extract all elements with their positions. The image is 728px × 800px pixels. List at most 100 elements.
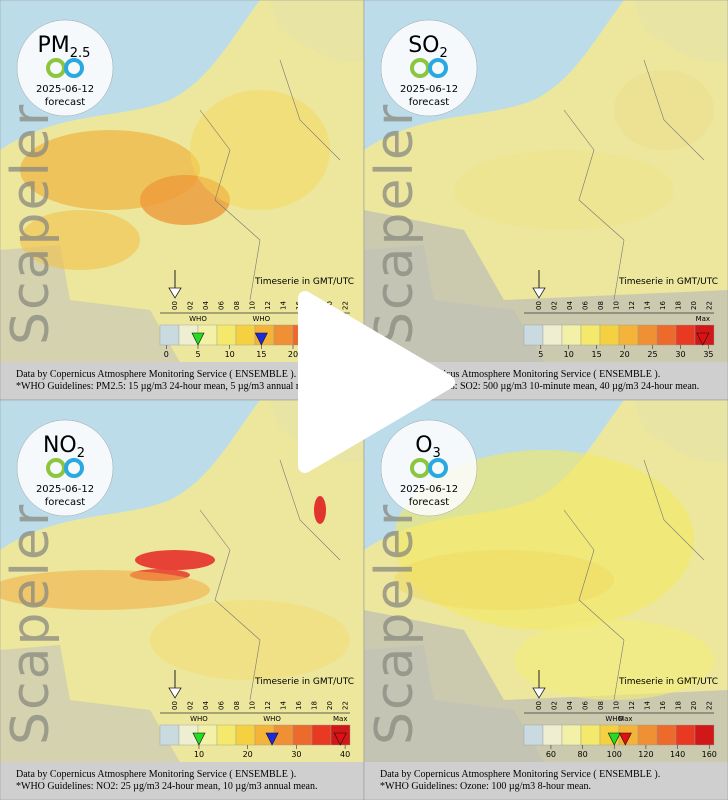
concentration-area [514, 620, 714, 700]
legend-cell [235, 324, 256, 346]
scale-tick-label: 5 [538, 350, 543, 359]
legend-cell [561, 324, 582, 346]
legend-cell [580, 724, 601, 746]
concentration-area [454, 150, 674, 230]
pollutant: SO2 [408, 33, 448, 61]
hour-label: 16 [659, 701, 667, 710]
concentration-area [150, 600, 350, 680]
legend-cell [235, 724, 256, 746]
timeserie-label: Timeserie in GMT/UTC [618, 277, 718, 287]
concentration-area [135, 550, 215, 570]
pollutant-subscript: 2 [440, 46, 448, 61]
pollutant-name: NO [43, 433, 77, 458]
scale-tick-label: 25 [647, 350, 657, 359]
pollutant: PM2.5 [38, 33, 91, 61]
hour-label: 22 [342, 701, 350, 710]
hour-label: 02 [187, 301, 195, 310]
hour-label: 08 [597, 301, 605, 310]
border [199, 59, 341, 301]
logo-ring [64, 58, 84, 78]
hour-label: 18 [675, 701, 683, 710]
footer-line: *WHO Guidelines: SO2: 500 µg/m3 10-minut… [380, 381, 699, 392]
hour-label: 00 [171, 701, 179, 710]
land-north [634, 400, 728, 463]
legend-cell [159, 324, 180, 346]
scale-tick-label: 100 [607, 750, 622, 759]
hour-label: 08 [233, 301, 241, 310]
panel-border [363, 399, 728, 800]
marker [333, 732, 347, 746]
scale-tick-label: 10 [194, 750, 204, 759]
hour-label: 10 [613, 701, 621, 710]
hour-label: 04 [566, 301, 574, 310]
footer-line: Data by Copernicus Atmosphere Monitoring… [380, 769, 660, 780]
legend-cell [159, 724, 180, 746]
hour-label: 02 [187, 701, 195, 710]
brand: Scapeler [1, 103, 61, 345]
scale-tick-label: 80 [577, 750, 587, 759]
hour-label: 14 [644, 701, 652, 710]
timeserie-label: Timeserie in GMT/UTC [254, 677, 354, 687]
legend-cell [523, 324, 544, 346]
border [563, 459, 705, 701]
legend-cell [542, 724, 563, 746]
scale-tick-label: 35 [703, 350, 713, 359]
footer-line: Data by Copernicus Atmosphere Monitoring… [16, 769, 296, 780]
legend-cell [637, 724, 658, 746]
concentration-area [614, 70, 714, 150]
concentration-area [190, 90, 330, 210]
pollutant-name: O [415, 433, 432, 458]
footer-line: *WHO Guidelines: PM2.5: 15 µg/m3 24-hour… [16, 381, 320, 392]
scale-tick-label: 5 [195, 350, 200, 359]
concentration-area [0, 570, 210, 610]
footer-line: Data by Copernicus Atmosphere Monitoring… [16, 369, 296, 380]
marker-label: WHO [605, 715, 623, 723]
date: 2025-06-12 [400, 84, 458, 95]
hour-label: 10 [249, 301, 257, 310]
legend-cell [523, 724, 544, 746]
hour-label: 00 [535, 301, 543, 310]
marker [607, 732, 621, 746]
pollutant: O3 [415, 433, 441, 461]
marker-label: Max [696, 315, 710, 323]
scale-tick-label: 10 [225, 350, 235, 359]
border [199, 459, 341, 701]
legend-cell [273, 324, 294, 346]
hour-label: 02 [551, 301, 559, 310]
pollutant: NO2 [43, 433, 85, 461]
scale-tick-label: 20 [243, 750, 253, 759]
hour-label: 20 [326, 701, 334, 710]
hour-label: 00 [171, 301, 179, 310]
legend-cell [292, 724, 313, 746]
forecast: forecast [45, 97, 86, 108]
footer-line: Data by Copernicus Atmosphere Monitoring… [380, 369, 660, 380]
hour-label: 04 [202, 301, 210, 310]
scale-tick-label: 20 [288, 350, 298, 359]
scale-tick-label: 120 [638, 750, 653, 759]
scale-tick-label: 0 [164, 350, 169, 359]
hour-label: 14 [280, 301, 288, 310]
concentration-area [314, 496, 326, 524]
legend-cell [618, 324, 639, 346]
marker [696, 332, 710, 346]
hour-label: 06 [218, 301, 226, 310]
time-arrow-head [168, 687, 182, 699]
grey-zone [0, 245, 180, 362]
concentration-area [20, 210, 140, 270]
legend-cell [675, 724, 696, 746]
legend-cell [637, 324, 658, 346]
date: 2025-06-12 [36, 84, 94, 95]
hour-label: 16 [295, 701, 303, 710]
hour-label: 08 [233, 701, 241, 710]
grey-zone [364, 610, 728, 762]
hour-label: 08 [597, 701, 605, 710]
time-arrow-head [532, 287, 546, 299]
legend-cell [542, 324, 563, 346]
hour-label: 02 [551, 701, 559, 710]
hour-label: 00 [535, 701, 543, 710]
logo-ring [428, 58, 448, 78]
pollutant-subscript: 2 [77, 446, 85, 461]
